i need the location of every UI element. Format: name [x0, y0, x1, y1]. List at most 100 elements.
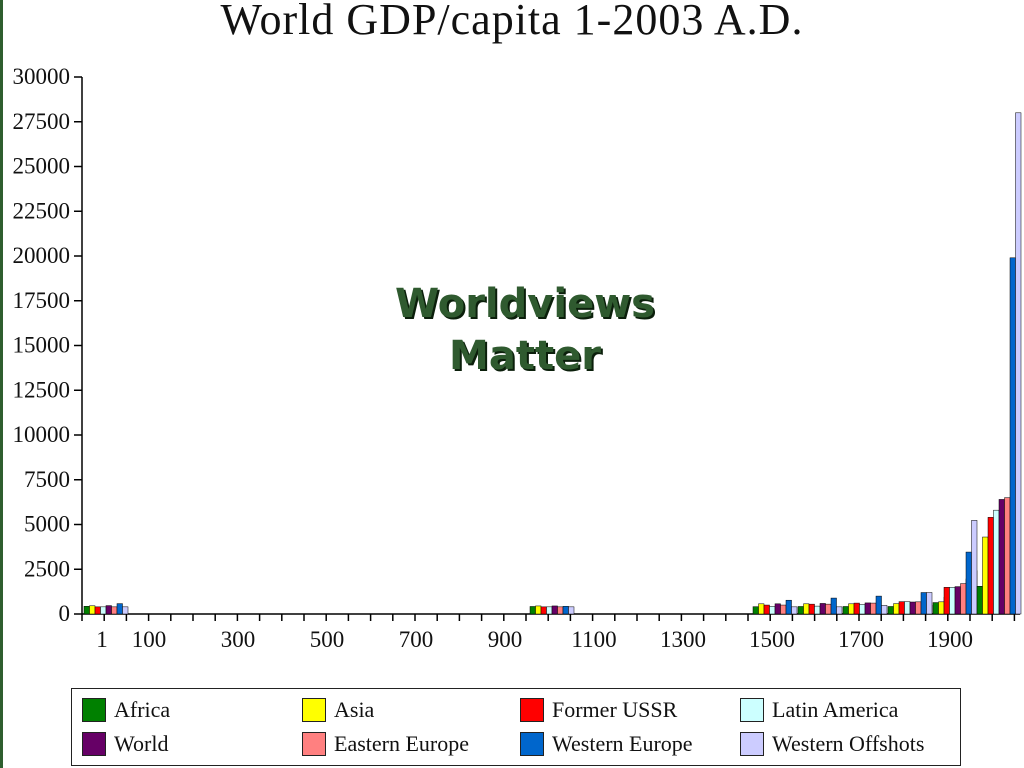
legend-label: Africa: [114, 697, 171, 722]
legend-label: Former USSR: [552, 697, 678, 722]
bar: [932, 602, 939, 615]
legend-label: Western Offshots: [772, 731, 925, 756]
bar: [987, 517, 994, 615]
legend-swatch: [302, 732, 326, 756]
legend-swatch: [740, 698, 764, 722]
bar: [965, 551, 972, 615]
bar: [954, 586, 961, 615]
legend-swatch: [740, 732, 764, 756]
legend-swatch: [82, 732, 106, 756]
legend-label: Eastern Europe: [334, 731, 469, 756]
overlay-caption: Worldviews Matter: [330, 278, 720, 382]
bar: [920, 592, 927, 615]
bar: [881, 605, 888, 615]
bar: [909, 601, 916, 615]
bar: [540, 606, 547, 615]
bar: [111, 606, 118, 615]
bar: [875, 595, 882, 615]
legend-label: Asia: [334, 697, 375, 722]
chart-title: World GDP/capita 1-2003 A.D.: [220, 0, 804, 44]
bar: [870, 602, 877, 615]
legend-label: Western Europe: [552, 731, 693, 756]
bar: [758, 603, 765, 615]
bar: [791, 606, 798, 615]
legend-swatch: [302, 698, 326, 722]
x-tick-label: 700: [399, 627, 434, 652]
y-tick-label: 25000: [13, 154, 71, 179]
x-tick-label: 100: [132, 627, 167, 652]
bar: [915, 601, 922, 615]
x-tick-label: 900: [488, 627, 523, 652]
legend-item: Former USSR: [520, 697, 677, 723]
y-tick-label: 12500: [13, 377, 71, 402]
legend-item: Western Offshots: [740, 731, 924, 757]
x-tick-label: 1: [96, 627, 108, 652]
bar: [998, 499, 1005, 615]
bar: [982, 536, 989, 615]
bar: [529, 606, 536, 615]
bar: [89, 605, 96, 615]
bar: [814, 605, 821, 615]
y-tick-label: 15000: [13, 333, 71, 358]
bar: [926, 592, 933, 615]
bar: [769, 606, 776, 615]
bar: [1004, 497, 1011, 615]
legend-swatch: [520, 732, 544, 756]
y-tick-label: 2500: [24, 556, 70, 581]
bar: [819, 603, 826, 615]
x-tick-label: 1500: [749, 627, 795, 652]
bar: [557, 606, 564, 615]
bar: [842, 606, 849, 615]
bar: [825, 603, 832, 615]
bar: [535, 605, 542, 615]
y-tick-label: 17500: [13, 288, 71, 313]
chart-legend: Africa Asia Former USSR Latin America World E…: [71, 688, 961, 766]
bar: [551, 605, 558, 615]
bar: [864, 602, 871, 615]
bar: [904, 601, 911, 615]
bar: [546, 606, 553, 615]
bar: [785, 599, 792, 615]
bar: [94, 606, 101, 615]
overlay-line-2: Matter: [449, 333, 601, 379]
bar: [960, 583, 967, 615]
bar: [568, 606, 575, 615]
y-tick-label: 20000: [13, 243, 71, 268]
bar: [971, 520, 978, 615]
bar: [887, 606, 894, 615]
x-tick-label: 1900: [927, 627, 973, 652]
bar: [949, 587, 956, 615]
overlay-line-1: Worldviews: [395, 281, 655, 327]
x-tick-label: 1300: [660, 627, 706, 652]
bar: [848, 603, 855, 615]
bar: [752, 606, 759, 615]
legend-swatch: [82, 698, 106, 722]
y-tick-label: 0: [59, 601, 71, 626]
bar: [830, 597, 837, 615]
legend-item: Africa: [82, 697, 170, 723]
legend-item: Latin America: [740, 697, 898, 723]
x-tick-label: 1100: [571, 627, 616, 652]
legend-item: Asia: [302, 697, 374, 723]
x-tick-label: 500: [310, 627, 345, 652]
bar: [122, 606, 129, 615]
bar: [993, 509, 1000, 615]
bar: [898, 601, 905, 615]
bar: [780, 604, 787, 615]
bar: [116, 603, 123, 615]
bar: [797, 606, 804, 615]
bar: [803, 603, 810, 615]
legend-item: Eastern Europe: [302, 731, 469, 757]
bar: [938, 601, 945, 615]
x-tick-label: 1700: [838, 627, 884, 652]
slide-left-edge: [0, 0, 3, 768]
bar: [100, 606, 107, 615]
y-tick-label: 22500: [13, 198, 71, 223]
bar-chart: 0 2500 5000 7500 10000 12500 15000 17500 20000 22…: [13, 64, 1022, 652]
bar: [836, 606, 843, 615]
bar: [105, 605, 112, 615]
bar: [976, 586, 983, 615]
bar: [859, 604, 866, 615]
bar: [1015, 112, 1022, 615]
y-tick-label: 10000: [13, 422, 71, 447]
